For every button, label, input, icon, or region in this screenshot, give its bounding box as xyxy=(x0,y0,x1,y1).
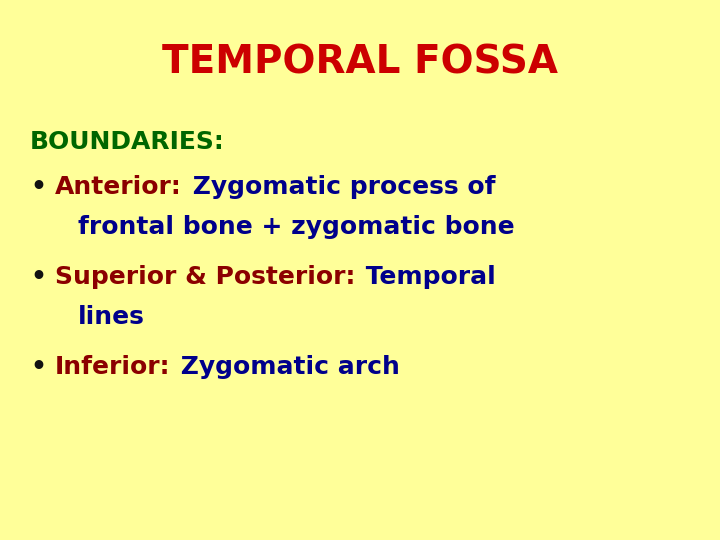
Text: Inferior:: Inferior: xyxy=(55,355,171,379)
Text: •: • xyxy=(30,355,46,379)
Text: lines: lines xyxy=(78,305,145,329)
Text: BOUNDARIES:: BOUNDARIES: xyxy=(30,130,225,154)
Text: •: • xyxy=(30,175,46,199)
Text: frontal bone + zygomatic bone: frontal bone + zygomatic bone xyxy=(78,215,515,239)
Text: TEMPORAL FOSSA: TEMPORAL FOSSA xyxy=(162,43,558,81)
Text: •: • xyxy=(30,265,46,289)
Text: Zygomatic process of: Zygomatic process of xyxy=(184,175,495,199)
Text: Anterior:: Anterior: xyxy=(55,175,181,199)
Text: Zygomatic arch: Zygomatic arch xyxy=(173,355,400,379)
Text: Temporal: Temporal xyxy=(357,265,496,289)
Text: Superior & Posterior:: Superior & Posterior: xyxy=(55,265,356,289)
